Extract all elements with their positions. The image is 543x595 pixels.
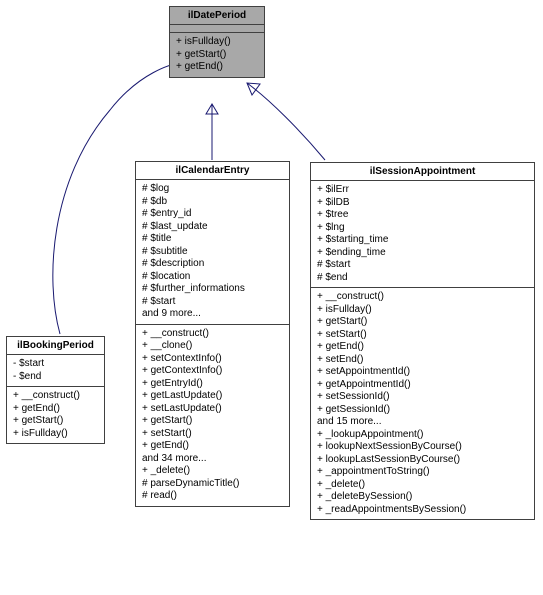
member-row: + $ilDB [317,197,528,210]
member-row: + setAppointmentId() [317,366,528,379]
member-row: + __clone() [142,340,283,353]
member-row: # $location [142,271,283,284]
member-row: + $ending_time [317,247,528,260]
member-row: + getEntryId() [142,378,283,391]
member-row: + __construct() [317,291,528,304]
member-row: + _appointmentToString() [317,466,528,479]
member-row: + getEnd() [317,341,528,354]
node-methods: + isFullday() + getStart() + getEnd() [170,33,264,77]
node-title: ilBookingPeriod [7,337,104,355]
member-row: + getSessionId() [317,404,528,417]
member-row: and 34 more... [142,453,283,466]
member-row: + setLastUpdate() [142,403,283,416]
node-methods: + __construct() + getEnd() + getStart() … [7,387,104,443]
member-row: and 9 more... [142,308,283,321]
member-row: + getStart() [142,415,283,428]
member-row: + isFullday() [317,304,528,317]
member-row: # $last_update [142,221,283,234]
member-row: + _deleteBySession() [317,491,528,504]
node-attrs: + $ilErr+ $ilDB+ $tree+ $lng+ $starting_… [311,181,534,288]
node-attrs-empty [170,25,264,33]
member-row: # $end [317,272,528,285]
node-attrs: # $log# $db# $entry_id# $last_update# $t… [136,180,289,325]
member-row: + __construct() [142,328,283,341]
member-row: + _delete() [142,465,283,478]
member-row: + getStart() [317,316,528,329]
node-ilCalendarEntry[interactable]: ilCalendarEntry # $log# $db# $entry_id# … [135,161,290,507]
node-ilDatePeriod[interactable]: ilDatePeriod + isFullday() + getStart() … [169,6,265,78]
member-row: + $tree [317,209,528,222]
member-row: # $entry_id [142,208,283,221]
node-ilBookingPeriod[interactable]: ilBookingPeriod - $start - $end + __cons… [6,336,105,444]
member-row: # read() [142,490,283,503]
member-row: # $description [142,258,283,271]
member-row: + setEnd() [317,354,528,367]
member-row: + setStart() [317,329,528,342]
member-row: + $ilErr [317,184,528,197]
member-row: + lookupLastSessionByCourse() [317,454,528,467]
member-row: # $start [317,259,528,272]
member-row: + _lookupAppointment() [317,429,528,442]
node-title: ilSessionAppointment [311,163,534,181]
member-row: + getContextInfo() [142,365,283,378]
node-methods: + __construct()+ isFullday()+ getStart()… [311,288,534,519]
member-row: + setContextInfo() [142,353,283,366]
member-row: # $start [142,296,283,309]
member-row: # $log [142,183,283,196]
node-ilSessionAppointment[interactable]: ilSessionAppointment + $ilErr+ $ilDB+ $t… [310,162,535,520]
node-attrs: - $start - $end [7,355,104,387]
member-row: + $starting_time [317,234,528,247]
member-row: + $lng [317,222,528,235]
member-row: # $further_informations [142,283,283,296]
member-row: + getAppointmentId() [317,379,528,392]
member-row: # parseDynamicTitle() [142,478,283,491]
member-row: # $title [142,233,283,246]
member-row: + setStart() [142,428,283,441]
member-row: + getLastUpdate() [142,390,283,403]
member-row: # $db [142,196,283,209]
member-row: # $subtitle [142,246,283,259]
member-row: + setSessionId() [317,391,528,404]
edge [247,83,325,160]
member-row: + _delete() [317,479,528,492]
member-row: and 15 more... [317,416,528,429]
node-title: ilDatePeriod [170,7,264,25]
node-methods: + __construct()+ __clone()+ setContextIn… [136,325,289,506]
member-row: + getEnd() [142,440,283,453]
member-row: + _readAppointmentsBySession() [317,504,528,517]
node-title: ilCalendarEntry [136,162,289,180]
member-row: + lookupNextSessionByCourse() [317,441,528,454]
